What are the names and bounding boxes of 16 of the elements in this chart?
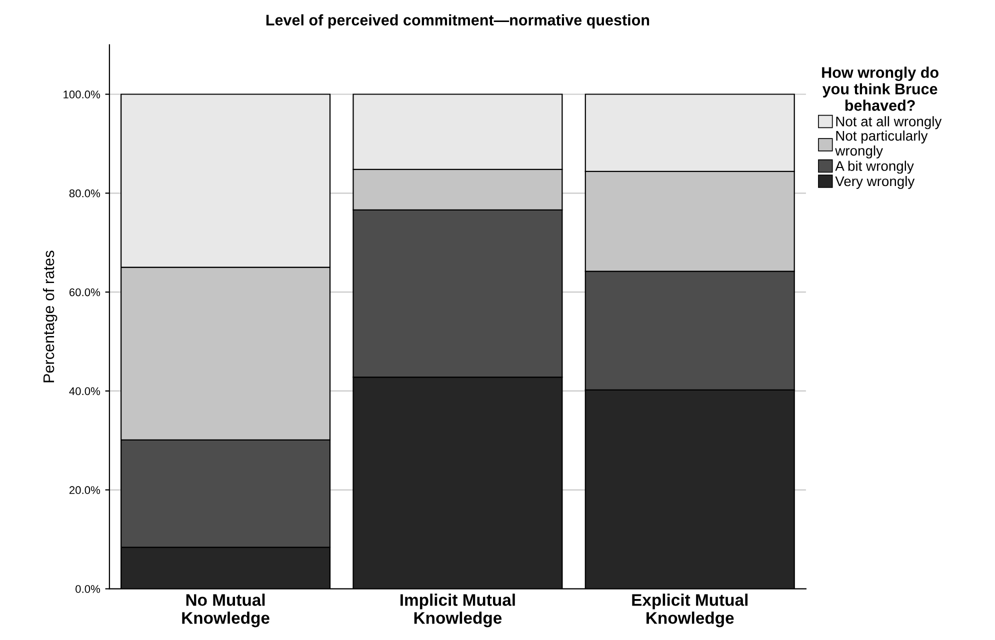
x-tick-label: Implicit Mutual Knowledge [400, 594, 515, 628]
y-tick-label: 20.0% [69, 486, 100, 494]
y-tick-label: 80.0% [69, 189, 100, 198]
legend-label: A bit wrongly [835, 160, 914, 174]
y-tick-label: 100.0% [64, 90, 100, 98]
y-axis-title: Percentage of rates [42, 250, 58, 382]
legend-label: Very wrongly [835, 176, 915, 189]
y-tick-label: 60.0% [69, 288, 100, 296]
legend-title: How wrongly do you think Bruce behaved? [822, 66, 938, 111]
legend-label: Not at all wrongly [836, 116, 942, 130]
chart-title: Level of perceived commitment—normative question [266, 14, 650, 29]
y-tick-label: 0.0% [76, 585, 100, 593]
legend-label: Not particularly wrongly [835, 130, 928, 158]
x-tick-label: No Mutual Knowledge [182, 594, 270, 628]
y-tick-label: 40.0% [69, 387, 100, 396]
x-tick-label: Explicit Mutual Knowledge [632, 594, 748, 628]
